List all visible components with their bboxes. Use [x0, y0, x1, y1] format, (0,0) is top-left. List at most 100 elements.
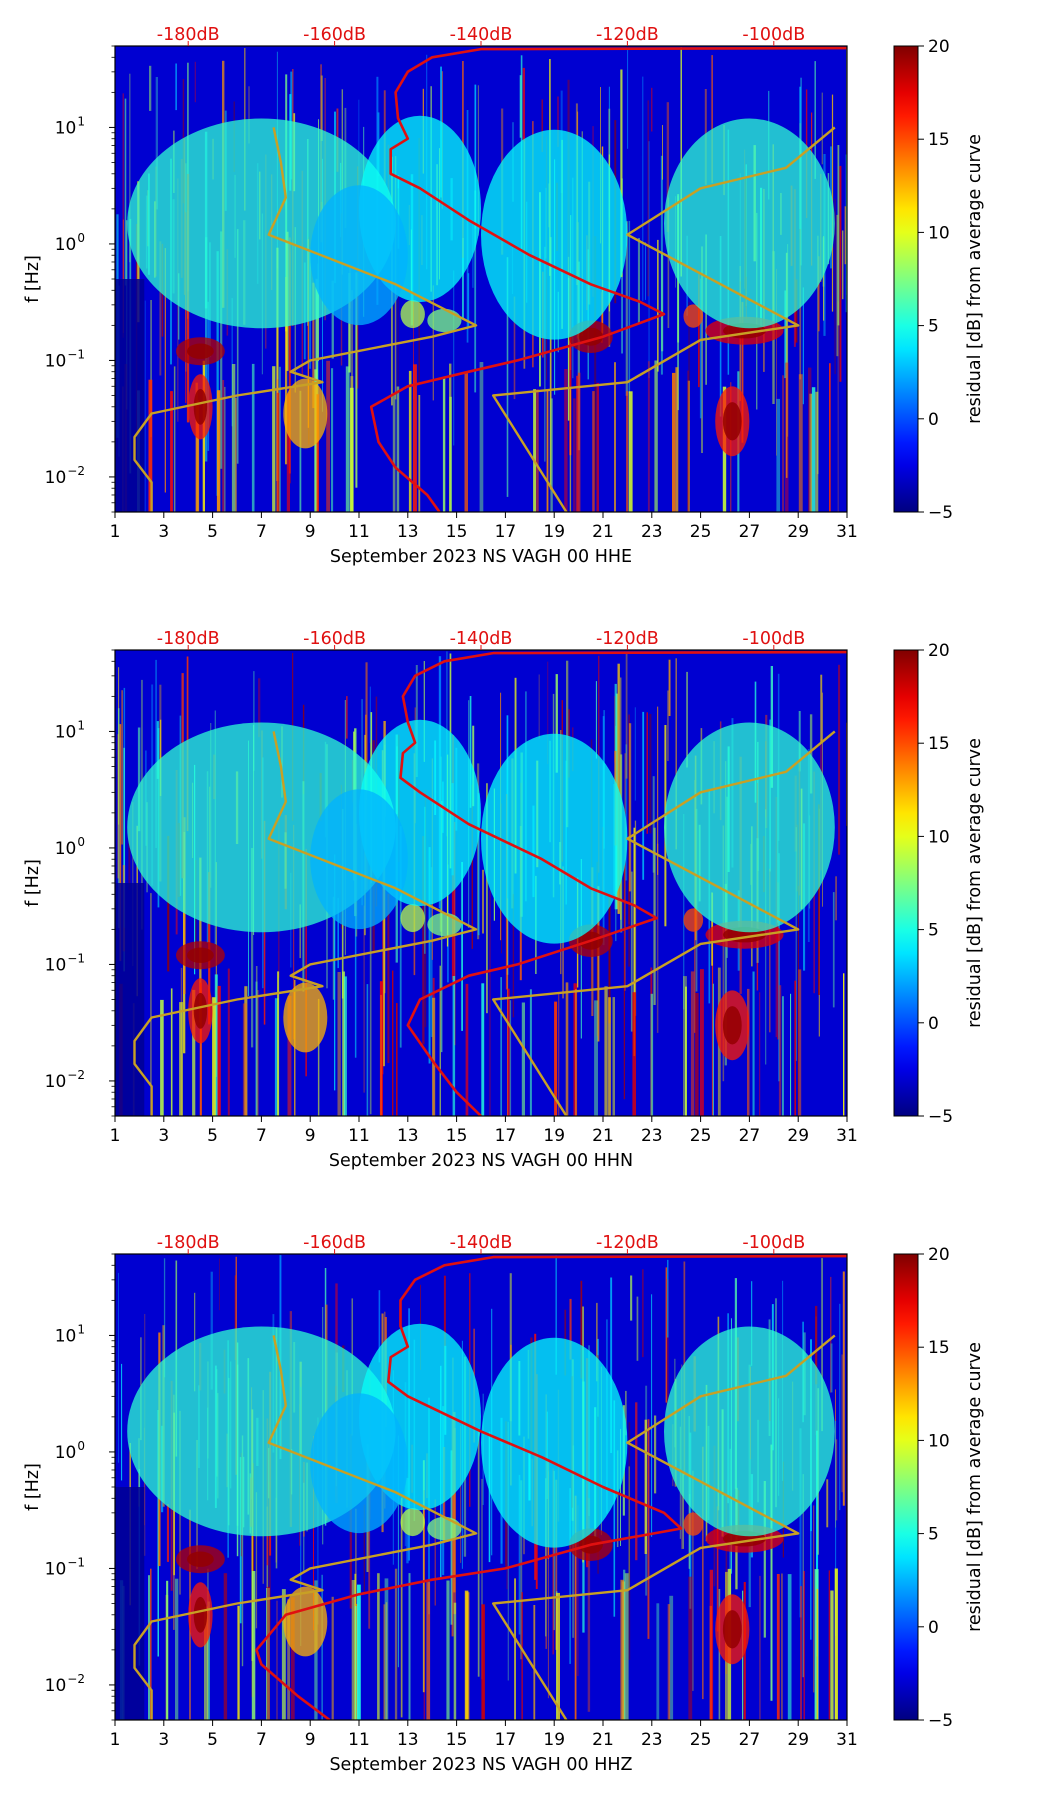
heatmap-blob	[427, 308, 462, 333]
heatmap-spike	[808, 367, 812, 512]
heatmap-streak	[383, 817, 385, 1067]
heatmap-streak	[215, 862, 217, 1077]
heatmap-spike	[596, 382, 599, 512]
heatmap-spike	[281, 1589, 286, 1720]
heatmap-spike	[565, 982, 569, 1116]
heatmap-spike	[217, 985, 221, 1116]
heatmap-spike	[237, 1605, 240, 1720]
heatmap-quiet-band	[115, 279, 145, 512]
heatmap-streak	[194, 61, 196, 103]
heatmap-spike	[800, 1586, 802, 1720]
x-tick-label: 23	[641, 1730, 663, 1750]
heatmap-streak	[178, 273, 180, 340]
noise-model-curve	[492, 730, 836, 1116]
heatmap-spike	[782, 996, 784, 1116]
heatmap-streak	[799, 1428, 802, 1618]
heatmap-streak	[823, 236, 825, 321]
heatmap-streak	[307, 239, 309, 428]
heatmap-spike	[452, 976, 456, 1116]
heatmap-streak	[474, 84, 477, 229]
heatmap-spike	[509, 1000, 512, 1116]
colorbar-tick-label: −5	[928, 1711, 953, 1731]
x-tick-label: 7	[256, 1126, 267, 1146]
heatmap-streak	[150, 300, 152, 437]
heatmap-spike	[266, 1586, 270, 1720]
heatmap-streak	[486, 783, 488, 1014]
spectrogram-heatmap	[115, 46, 847, 512]
x-tick-label: 5	[207, 1730, 218, 1750]
heatmap-spike	[654, 360, 658, 512]
heatmap-streak	[665, 1267, 668, 1403]
heatmap-streak	[821, 92, 823, 165]
heatmap-spike	[550, 398, 553, 512]
heatmap-streak	[634, 820, 637, 1016]
heatmap-streak	[625, 744, 628, 881]
colorbar-label: residual [dB] from average curve	[965, 134, 985, 424]
heatmap-streak	[424, 789, 427, 1028]
heatmap-spike	[222, 380, 225, 512]
heatmap-streak	[248, 86, 250, 144]
heatmap-streak	[647, 1419, 650, 1639]
heatmap-streak	[628, 723, 632, 892]
heatmap-blob	[283, 1586, 328, 1657]
heatmap-blob	[481, 733, 628, 944]
heatmap-spike	[794, 980, 796, 1116]
x-tick-label: 17	[495, 1126, 517, 1146]
heatmap-blob	[481, 1337, 628, 1548]
x-tick-label: 15	[446, 522, 468, 542]
heatmap-streak	[129, 73, 131, 263]
x-tick-label: 25	[690, 1730, 712, 1750]
heatmap-spike	[160, 999, 164, 1116]
heatmap-blob	[310, 185, 408, 326]
psd-median-curve	[399, 650, 847, 1116]
heatmap-streak	[832, 892, 835, 1008]
heatmap-spike	[747, 988, 750, 1116]
colorbar	[893, 1253, 919, 1721]
heatmap-spike	[383, 1604, 386, 1720]
heatmap-blob	[400, 300, 425, 329]
heatmap-spike	[709, 1569, 714, 1720]
heatmap-streak	[397, 188, 399, 415]
heatmap-spike	[577, 372, 581, 512]
heatmap-spike	[782, 375, 785, 512]
x-tick-label: 19	[543, 522, 565, 542]
colorbar-tick-label: −5	[928, 1107, 953, 1127]
heatmap-spike	[148, 379, 153, 512]
heatmap-streak	[751, 1281, 753, 1366]
heatmap-streak	[617, 663, 620, 914]
heatmap-streak	[835, 1439, 838, 1521]
heatmap-streak	[422, 1460, 425, 1693]
heatmap-streak	[844, 206, 847, 265]
heatmap-spike	[235, 397, 237, 512]
heatmap-spike	[408, 1573, 411, 1720]
heatmap-spike	[204, 1606, 208, 1720]
heatmap-streak	[769, 868, 771, 1033]
heatmap-streak	[835, 1421, 837, 1636]
heatmap-streak	[656, 843, 659, 1033]
heatmap-streak	[830, 1276, 832, 1393]
colorbar-tick-label: 5	[928, 1525, 939, 1545]
x-tick-label: 25	[690, 522, 712, 542]
heatmap-spike	[255, 981, 258, 1116]
heatmap-spike	[290, 1597, 295, 1720]
heatmap-spike	[173, 366, 176, 512]
heatmap-streak	[692, 1470, 694, 1691]
x-tick-label: 11	[348, 1730, 370, 1750]
heatmap-streak	[467, 273, 470, 327]
heatmap-streak	[839, 165, 842, 382]
x-tick-label: 15	[446, 1126, 468, 1146]
heatmap-streak	[123, 687, 126, 928]
heatmap-streak	[623, 865, 625, 1100]
heatmap-streak	[552, 1468, 554, 1655]
heatmap-spike	[345, 366, 350, 512]
heatmap-spike	[650, 993, 654, 1116]
heatmap-spike	[392, 394, 396, 512]
heatmap-spike	[166, 1580, 169, 1720]
heatmap-streak	[608, 896, 611, 1024]
heatmap-streak	[320, 75, 323, 141]
heatmap-streak	[355, 272, 358, 488]
heatmap-streak	[654, 1415, 657, 1494]
